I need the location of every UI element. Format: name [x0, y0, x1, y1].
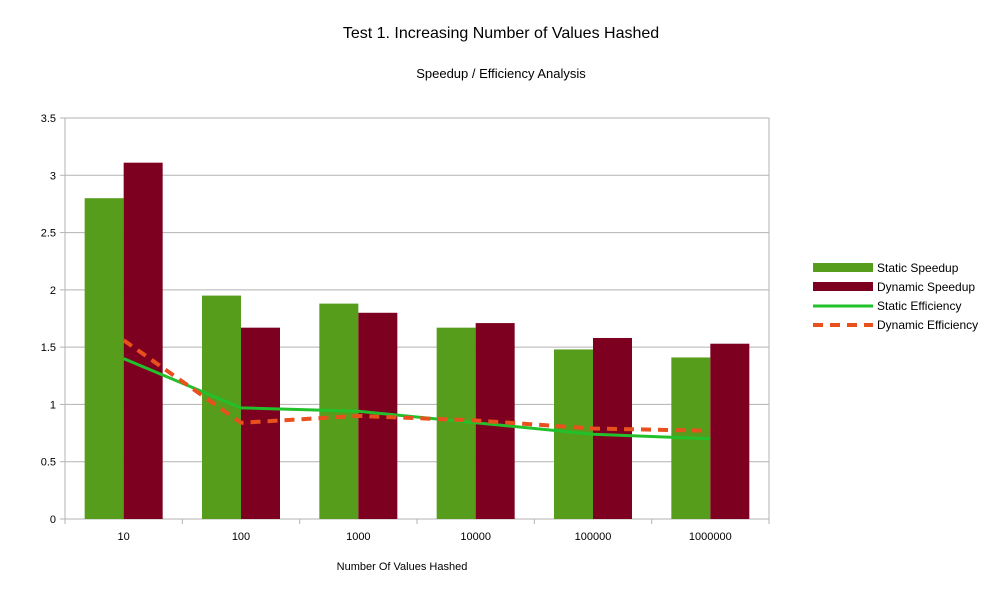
- bar-dynamic-speedup: [123, 162, 163, 519]
- bar-static-speedup: [84, 198, 124, 519]
- y-tick-label: 3: [50, 170, 56, 182]
- chart-subtitle: Speedup / Efficiency Analysis: [416, 66, 586, 81]
- x-tick-label: 1000: [346, 531, 370, 543]
- plot-area: 0 0.5 1 1.5 2 2.5 3 3.5 10 100 1000 10000 100000 1000…: [41, 113, 770, 543]
- line-dynamic-efficiency: [122, 338, 711, 433]
- x-tick-label: 1000000: [689, 531, 732, 543]
- bar-dynamic-speedup: [710, 343, 750, 519]
- bar-static-speedup: [202, 295, 241, 519]
- x-axis-label: Number Of Values Hashed: [337, 561, 468, 573]
- legend-label-static-efficiency: Static Efficiency: [877, 299, 961, 313]
- y-tick-label: 0: [50, 514, 56, 526]
- line-static-efficiency: [123, 357, 711, 441]
- x-tick-label: 10000: [460, 531, 491, 543]
- y-tick-label: 1: [50, 399, 56, 411]
- y-tick-label: 1.5: [41, 342, 56, 354]
- legend-swatch-dynamic-speedup: [813, 282, 873, 291]
- legend-swatch-static-speedup: [813, 263, 873, 272]
- y-tick-label: 2.5: [41, 228, 56, 240]
- legend: Static Speedup Dynamic Speedup Static Effi…: [813, 261, 978, 332]
- legend-label-dynamic-speedup: Dynamic Speedup: [877, 280, 975, 294]
- x-tick-label: 10: [118, 531, 130, 543]
- chart-title: Test 1. Increasing Number of Values Hash…: [343, 25, 659, 42]
- y-tick-label: 0.5: [41, 457, 56, 469]
- legend-label-static-speedup: Static Speedup: [877, 261, 959, 275]
- legend-label-dynamic-efficiency: Dynamic Efficiency: [877, 318, 978, 332]
- y-tick-label: 2: [50, 285, 56, 297]
- x-tick-label: 100000: [575, 531, 612, 543]
- x-tick-label: 100: [232, 531, 250, 543]
- y-tick-label: 3.5: [41, 113, 56, 125]
- plot-frame: [64, 117, 770, 520]
